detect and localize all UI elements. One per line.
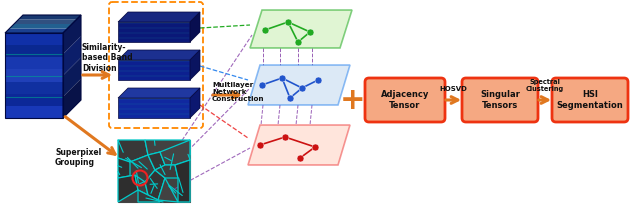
Polygon shape [63, 36, 81, 76]
Text: HSI
Segmentation: HSI Segmentation [557, 90, 623, 110]
Polygon shape [5, 45, 63, 57]
Polygon shape [118, 140, 148, 162]
Polygon shape [145, 170, 165, 200]
Text: Adjacency
Tensor: Adjacency Tensor [381, 90, 429, 110]
Polygon shape [5, 57, 63, 69]
Polygon shape [175, 160, 190, 202]
Text: Spectral
Clustering: Spectral Clustering [526, 79, 564, 92]
Text: Singular
Tensors: Singular Tensors [480, 90, 520, 110]
Polygon shape [250, 10, 352, 48]
Polygon shape [138, 190, 160, 202]
Polygon shape [5, 28, 67, 33]
Polygon shape [118, 60, 190, 80]
Polygon shape [5, 106, 63, 118]
Polygon shape [118, 88, 200, 98]
Polygon shape [190, 12, 200, 42]
Text: Multilayer
Network
Construction: Multilayer Network Construction [212, 82, 264, 102]
Polygon shape [155, 165, 178, 178]
Polygon shape [118, 50, 200, 60]
Polygon shape [158, 178, 178, 202]
Text: Similarity-
based Band
Division: Similarity- based Band Division [82, 43, 132, 73]
Polygon shape [118, 22, 190, 42]
Polygon shape [160, 140, 190, 165]
Polygon shape [190, 50, 200, 80]
Polygon shape [190, 88, 200, 118]
Polygon shape [63, 57, 81, 97]
Polygon shape [135, 175, 148, 195]
Polygon shape [145, 140, 190, 155]
Polygon shape [118, 175, 138, 202]
FancyBboxPatch shape [462, 78, 538, 122]
Polygon shape [248, 125, 350, 165]
Polygon shape [148, 152, 165, 170]
Polygon shape [63, 15, 81, 54]
Polygon shape [5, 33, 63, 45]
Polygon shape [19, 15, 81, 20]
Polygon shape [118, 12, 200, 22]
FancyBboxPatch shape [118, 140, 190, 202]
Polygon shape [118, 98, 190, 118]
FancyBboxPatch shape [552, 78, 628, 122]
Polygon shape [118, 158, 135, 178]
Polygon shape [63, 79, 81, 118]
Text: Superpixel
Grouping: Superpixel Grouping [55, 148, 101, 167]
Text: +: + [340, 85, 366, 115]
Polygon shape [248, 65, 350, 105]
FancyBboxPatch shape [365, 78, 445, 122]
Polygon shape [130, 155, 155, 182]
Polygon shape [5, 82, 63, 94]
Text: HOSVD: HOSVD [440, 86, 467, 92]
Polygon shape [5, 69, 63, 82]
Polygon shape [14, 20, 77, 24]
Polygon shape [5, 94, 63, 106]
Polygon shape [10, 24, 72, 28]
